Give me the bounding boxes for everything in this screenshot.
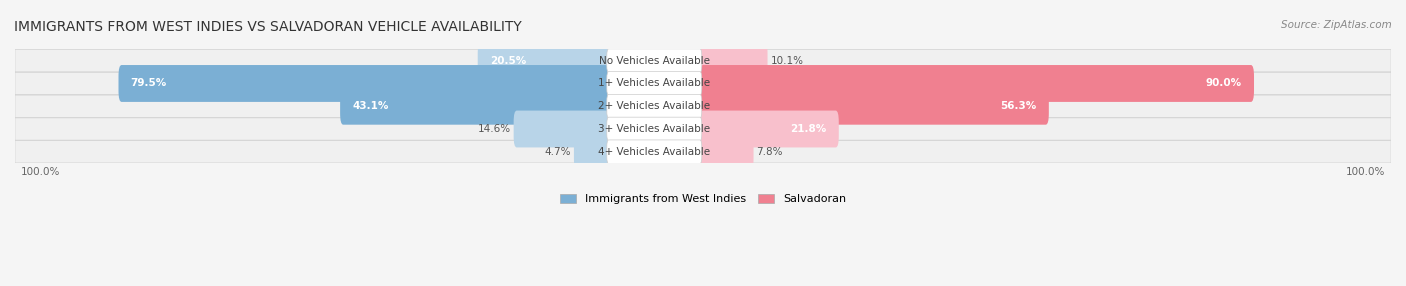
FancyBboxPatch shape bbox=[607, 140, 702, 164]
Text: 4+ Vehicles Available: 4+ Vehicles Available bbox=[598, 147, 710, 157]
FancyBboxPatch shape bbox=[15, 141, 1391, 163]
Text: 79.5%: 79.5% bbox=[131, 78, 167, 88]
FancyBboxPatch shape bbox=[15, 118, 1391, 140]
FancyBboxPatch shape bbox=[574, 133, 609, 170]
Text: 21.8%: 21.8% bbox=[790, 124, 827, 134]
Text: 7.8%: 7.8% bbox=[756, 147, 783, 157]
Text: 1+ Vehicles Available: 1+ Vehicles Available bbox=[598, 78, 710, 88]
FancyBboxPatch shape bbox=[118, 65, 609, 102]
Text: 90.0%: 90.0% bbox=[1206, 78, 1241, 88]
FancyBboxPatch shape bbox=[607, 94, 702, 118]
FancyBboxPatch shape bbox=[478, 42, 609, 79]
Text: No Vehicles Available: No Vehicles Available bbox=[599, 56, 710, 66]
Text: 20.5%: 20.5% bbox=[489, 56, 526, 66]
FancyBboxPatch shape bbox=[513, 111, 609, 148]
FancyBboxPatch shape bbox=[607, 49, 702, 73]
Text: 100.0%: 100.0% bbox=[21, 166, 60, 176]
Text: 4.7%: 4.7% bbox=[544, 147, 571, 157]
Text: IMMIGRANTS FROM WEST INDIES VS SALVADORAN VEHICLE AVAILABILITY: IMMIGRANTS FROM WEST INDIES VS SALVADORA… bbox=[14, 20, 522, 34]
FancyBboxPatch shape bbox=[700, 65, 1254, 102]
FancyBboxPatch shape bbox=[15, 72, 1391, 95]
Text: 14.6%: 14.6% bbox=[478, 124, 510, 134]
Text: 10.1%: 10.1% bbox=[770, 56, 804, 66]
FancyBboxPatch shape bbox=[607, 117, 702, 141]
Text: Source: ZipAtlas.com: Source: ZipAtlas.com bbox=[1281, 20, 1392, 30]
Text: 2+ Vehicles Available: 2+ Vehicles Available bbox=[598, 101, 710, 111]
Text: 43.1%: 43.1% bbox=[353, 101, 388, 111]
FancyBboxPatch shape bbox=[700, 133, 754, 170]
FancyBboxPatch shape bbox=[15, 95, 1391, 117]
FancyBboxPatch shape bbox=[340, 88, 609, 125]
FancyBboxPatch shape bbox=[607, 72, 702, 95]
FancyBboxPatch shape bbox=[15, 49, 1391, 72]
Text: 56.3%: 56.3% bbox=[1001, 101, 1036, 111]
Text: 3+ Vehicles Available: 3+ Vehicles Available bbox=[598, 124, 710, 134]
FancyBboxPatch shape bbox=[700, 42, 768, 79]
FancyBboxPatch shape bbox=[700, 88, 1049, 125]
Text: 100.0%: 100.0% bbox=[1346, 166, 1385, 176]
Legend: Immigrants from West Indies, Salvadoran: Immigrants from West Indies, Salvadoran bbox=[555, 190, 851, 209]
FancyBboxPatch shape bbox=[700, 111, 839, 148]
